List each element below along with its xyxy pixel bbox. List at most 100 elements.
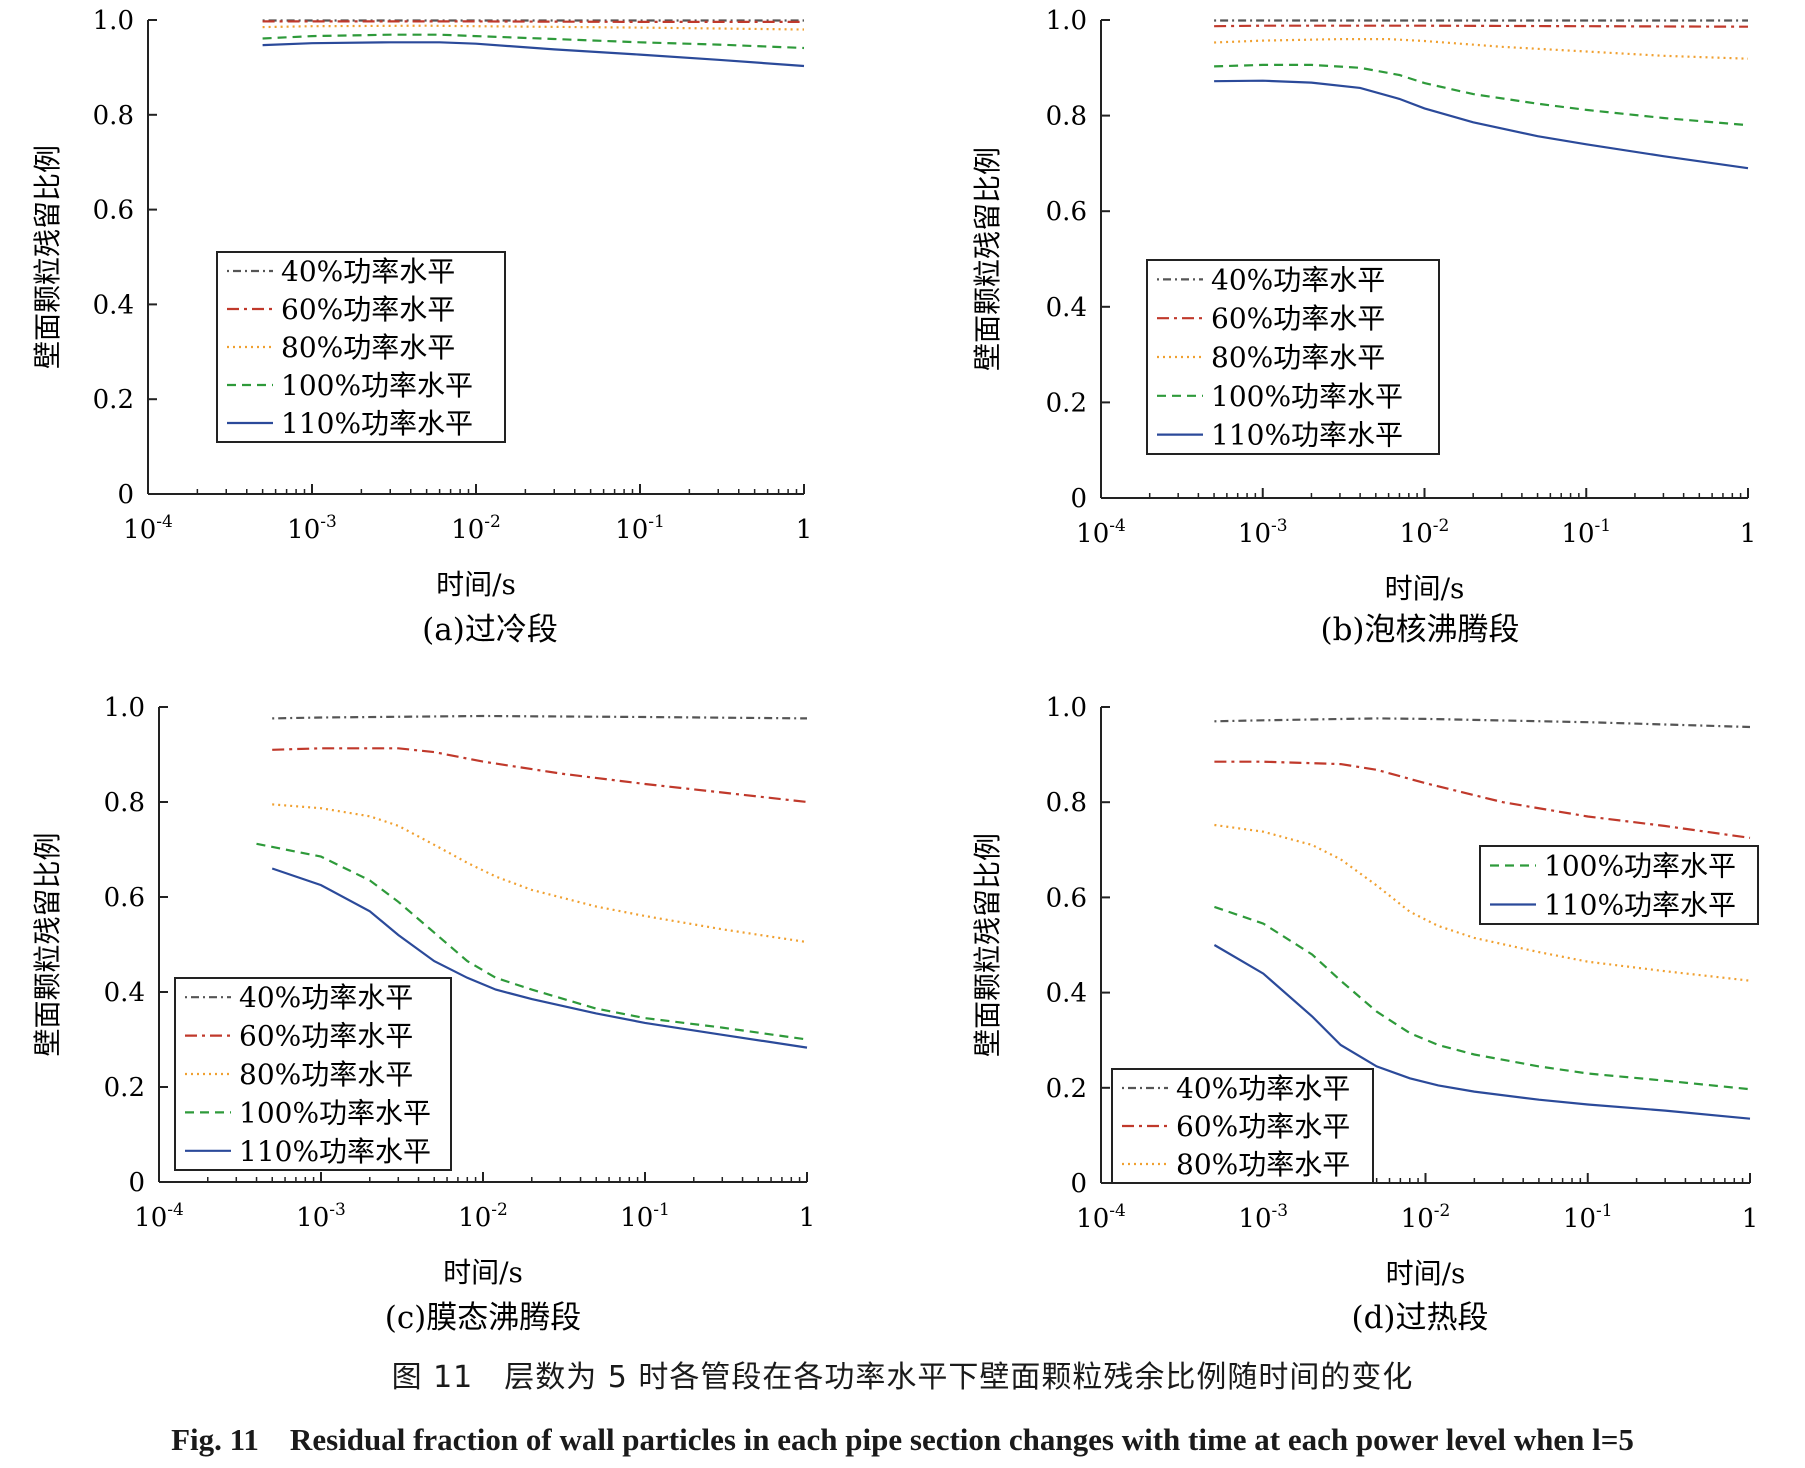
y-tick-label: 0 [1070,484,1087,514]
x-tick-label: 1 [1740,519,1757,549]
panel-d: 0 0.2 0.4 0.6 0.8 1.0 10-4 10-3 10-2 10-1 1 时间/s 壁面颗… [971,693,1759,1336]
y-tick-label: 0.4 [104,978,145,1008]
x-tick-label: 10-3 [1238,516,1288,549]
legend-label: 100%功率水平 [1211,380,1403,413]
y-tick-label: 0.6 [104,883,145,913]
legend-label: 60%功率水平 [1176,1110,1350,1143]
x-tick-label: 10-3 [287,512,337,545]
panel-caption: (a)过冷段 [422,612,558,648]
y-axis-title: 壁面颗粒残留比例 [31,832,64,1056]
y-tick-label: 0.2 [104,1073,145,1103]
legend-label: 60%功率水平 [281,293,455,326]
series-line [262,20,804,23]
panel-caption: (b)泡核沸腾段 [1320,612,1519,648]
x-tick-label: 10-2 [458,1200,508,1233]
panel-caption: (d)过热段 [1351,1300,1488,1336]
y-tick-label: 0 [117,480,134,510]
x-axis-title: 时间/s [436,568,516,601]
y-tick-label: 0.2 [1046,388,1087,418]
legend-label: 110%功率水平 [281,407,473,440]
legend-label: 100%功率水平 [239,1096,431,1129]
x-tick-label: 10-4 [134,1200,184,1233]
panel-b: 0 0.2 0.4 0.6 0.8 1.0 10-4 10-3 10-2 10-1 1 时间/s 壁面颗… [971,6,1756,648]
y-tick-label: 1.0 [104,693,145,723]
x-tick-label: 10-1 [615,512,665,545]
legend-label: 40%功率水平 [239,981,413,1014]
figure-caption-cn: 图 11 层数为 5 时各管段在各功率水平下壁面颗粒残余比例随时间的变化 [391,1360,1414,1395]
x-tick-label: 10-4 [1076,1201,1126,1234]
legend-label: 110%功率水平 [239,1135,431,1168]
y-tick-label: 0.4 [1046,293,1087,323]
x-tick-label: 10-4 [1076,516,1126,549]
x-tick-label: 10-2 [451,512,501,545]
legend-label: 110%功率水平 [1211,419,1403,452]
legend-label: 40%功率水平 [1211,263,1385,296]
x-axis-title: 时间/s [1385,572,1465,605]
figure-caption-en: Fig. 11 Residual fraction of wall partic… [171,1422,1634,1457]
series-line [1214,37,1749,60]
x-tick-label: 10-1 [620,1200,670,1233]
y-axis-title: 壁面颗粒残留比例 [31,145,64,369]
x-tick-label: 10-1 [1561,516,1611,549]
panel-caption: (c)膜态沸腾段 [385,1300,582,1336]
y-tick-label: 0.6 [1046,197,1087,227]
y-tick-label: 0.8 [1046,102,1087,132]
x-tick-label: 10-2 [1400,516,1450,549]
x-tick-label: 10-3 [1238,1201,1288,1234]
panel-c: 0 0.2 0.4 0.6 0.8 1.0 10-4 10-3 10-2 10-1 1 时间/s 壁面颗… [31,693,815,1336]
series-line [262,33,805,50]
series-line [1214,905,1751,1091]
x-tick-label: 1 [796,515,813,545]
legend-label: 80%功率水平 [281,331,455,364]
legend-label: 80%功率水平 [239,1058,413,1091]
legend-label: 110%功率水平 [1544,889,1736,922]
x-tick-label: 1 [1742,1204,1759,1234]
series-line [272,714,808,720]
x-tick-label: 10-2 [1401,1201,1451,1234]
x-tick-label: 10-1 [1563,1201,1613,1234]
series-line [1214,823,1751,982]
series-line [1214,79,1749,170]
y-tick-label: 0.4 [1046,979,1087,1009]
legend-label: 40%功率水平 [1176,1072,1350,1105]
figure-canvas: 0 0.2 0.4 0.6 0.8 1.0 10-4 10-3 10-2 10-1 1 时间/s 壁面颗… [31,6,1759,1336]
series-line [272,803,808,944]
series-line [1214,24,1749,28]
y-tick-label: 0.8 [104,788,145,818]
legend-label: 60%功率水平 [239,1020,413,1053]
x-tick-label: 1 [799,1203,816,1233]
series-line [1214,760,1751,839]
panel-a: 0 0.2 0.4 0.6 0.8 1.0 10-4 10-3 10-2 10-1 1 时间/s 壁面颗… [31,6,812,648]
series-line [262,41,805,68]
series-line [1213,944,1751,1120]
y-tick-label: 1.0 [1046,693,1087,723]
series-line [271,867,808,1049]
legend-label: 80%功率水平 [1211,341,1385,374]
legend-label: 80%功率水平 [1176,1148,1350,1181]
y-tick-label: 0 [128,1168,145,1198]
y-axis-title: 壁面颗粒残留比例 [971,833,1004,1057]
series-line [262,24,805,31]
y-tick-label: 1.0 [1046,6,1087,36]
y-tick-label: 0.2 [93,385,134,415]
y-tick-label: 0.4 [93,290,134,320]
y-tick-label: 0.6 [93,196,134,226]
y-tick-label: 0 [1070,1169,1087,1199]
y-tick-label: 0.8 [1046,788,1087,818]
series-line [1214,717,1751,729]
y-tick-label: 0.2 [1046,1074,1087,1104]
y-tick-label: 1.0 [93,6,134,36]
x-axis-title: 时间/s [1386,1257,1466,1290]
y-tick-label: 0.8 [93,101,134,131]
legend-label: 40%功率水平 [281,255,455,288]
x-axis-title: 时间/s [443,1256,523,1289]
y-axis-title: 壁面颗粒残留比例 [971,147,1004,371]
legend-label: 60%功率水平 [1211,302,1385,335]
legend-box [1479,845,1759,925]
x-tick-label: 10-4 [123,512,173,545]
series-line [272,747,808,804]
x-tick-label: 10-3 [296,1200,346,1233]
legend-label: 100%功率水平 [281,369,473,402]
legend-box [1146,259,1440,455]
y-tick-label: 0.6 [1046,883,1087,913]
